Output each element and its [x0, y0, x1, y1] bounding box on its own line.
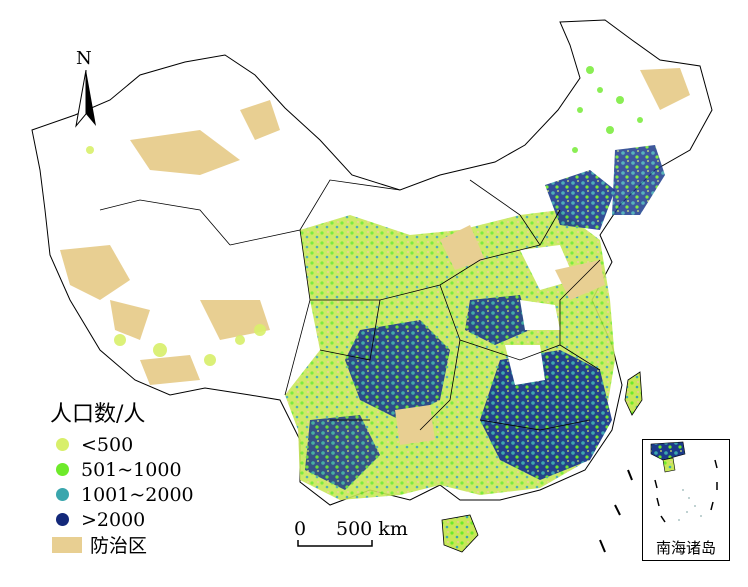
north-label: N — [76, 48, 92, 69]
west-scatter — [86, 146, 266, 366]
legend-label: 1001~2000 — [81, 483, 194, 506]
legend-dot-lt500 — [56, 438, 69, 451]
legend-item-1001-2000: 1001~2000 — [50, 482, 250, 507]
legend-item-501-1000: 501~1000 — [50, 457, 250, 482]
high-density-henan — [465, 295, 530, 345]
legend-title: 人口数/人 — [50, 402, 146, 427]
legend-dot-501-1000 — [56, 463, 69, 476]
legend-dot-gt2000 — [56, 513, 69, 526]
legend-item-zone: 防治区 — [50, 532, 250, 557]
high-density-east — [480, 350, 612, 480]
north-arrow-icon — [75, 70, 96, 128]
province-boundaries — [99, 179, 601, 431]
taiwan-island — [624, 371, 643, 416]
legend-label: >2000 — [81, 508, 146, 531]
legend-label: 防治区 — [90, 535, 148, 557]
legend-item-lt500: <500 — [50, 432, 250, 457]
inset-label: 南海诸岛 — [643, 537, 729, 558]
maritime-boundary — [599, 469, 633, 553]
high-density-guangxi — [305, 415, 380, 490]
legend-label: 501~1000 — [81, 458, 182, 481]
blank-area-3 — [520, 300, 560, 330]
hainan-island — [441, 514, 479, 553]
scale-end-label: 500 km — [336, 518, 408, 540]
legend-item-gt2000: >2000 — [50, 507, 250, 532]
scale-start-label: 0 — [294, 518, 307, 540]
legend-dot-1001-2000 — [56, 488, 69, 501]
south-china-sea-inset: 南海诸岛 — [642, 439, 730, 561]
high-density-north — [545, 170, 615, 230]
high-density-northeast — [612, 145, 665, 215]
high-density-sichuan — [345, 320, 450, 420]
legend: 人口数/人 <500 501~1000 1001~2000 >2000 防治区 — [50, 396, 250, 557]
legend-label: <500 — [81, 433, 134, 456]
blank-area-1 — [505, 345, 545, 385]
inset-map — [650, 441, 718, 523]
scale-bar — [297, 540, 373, 547]
legend-swatch-zone — [52, 536, 82, 553]
